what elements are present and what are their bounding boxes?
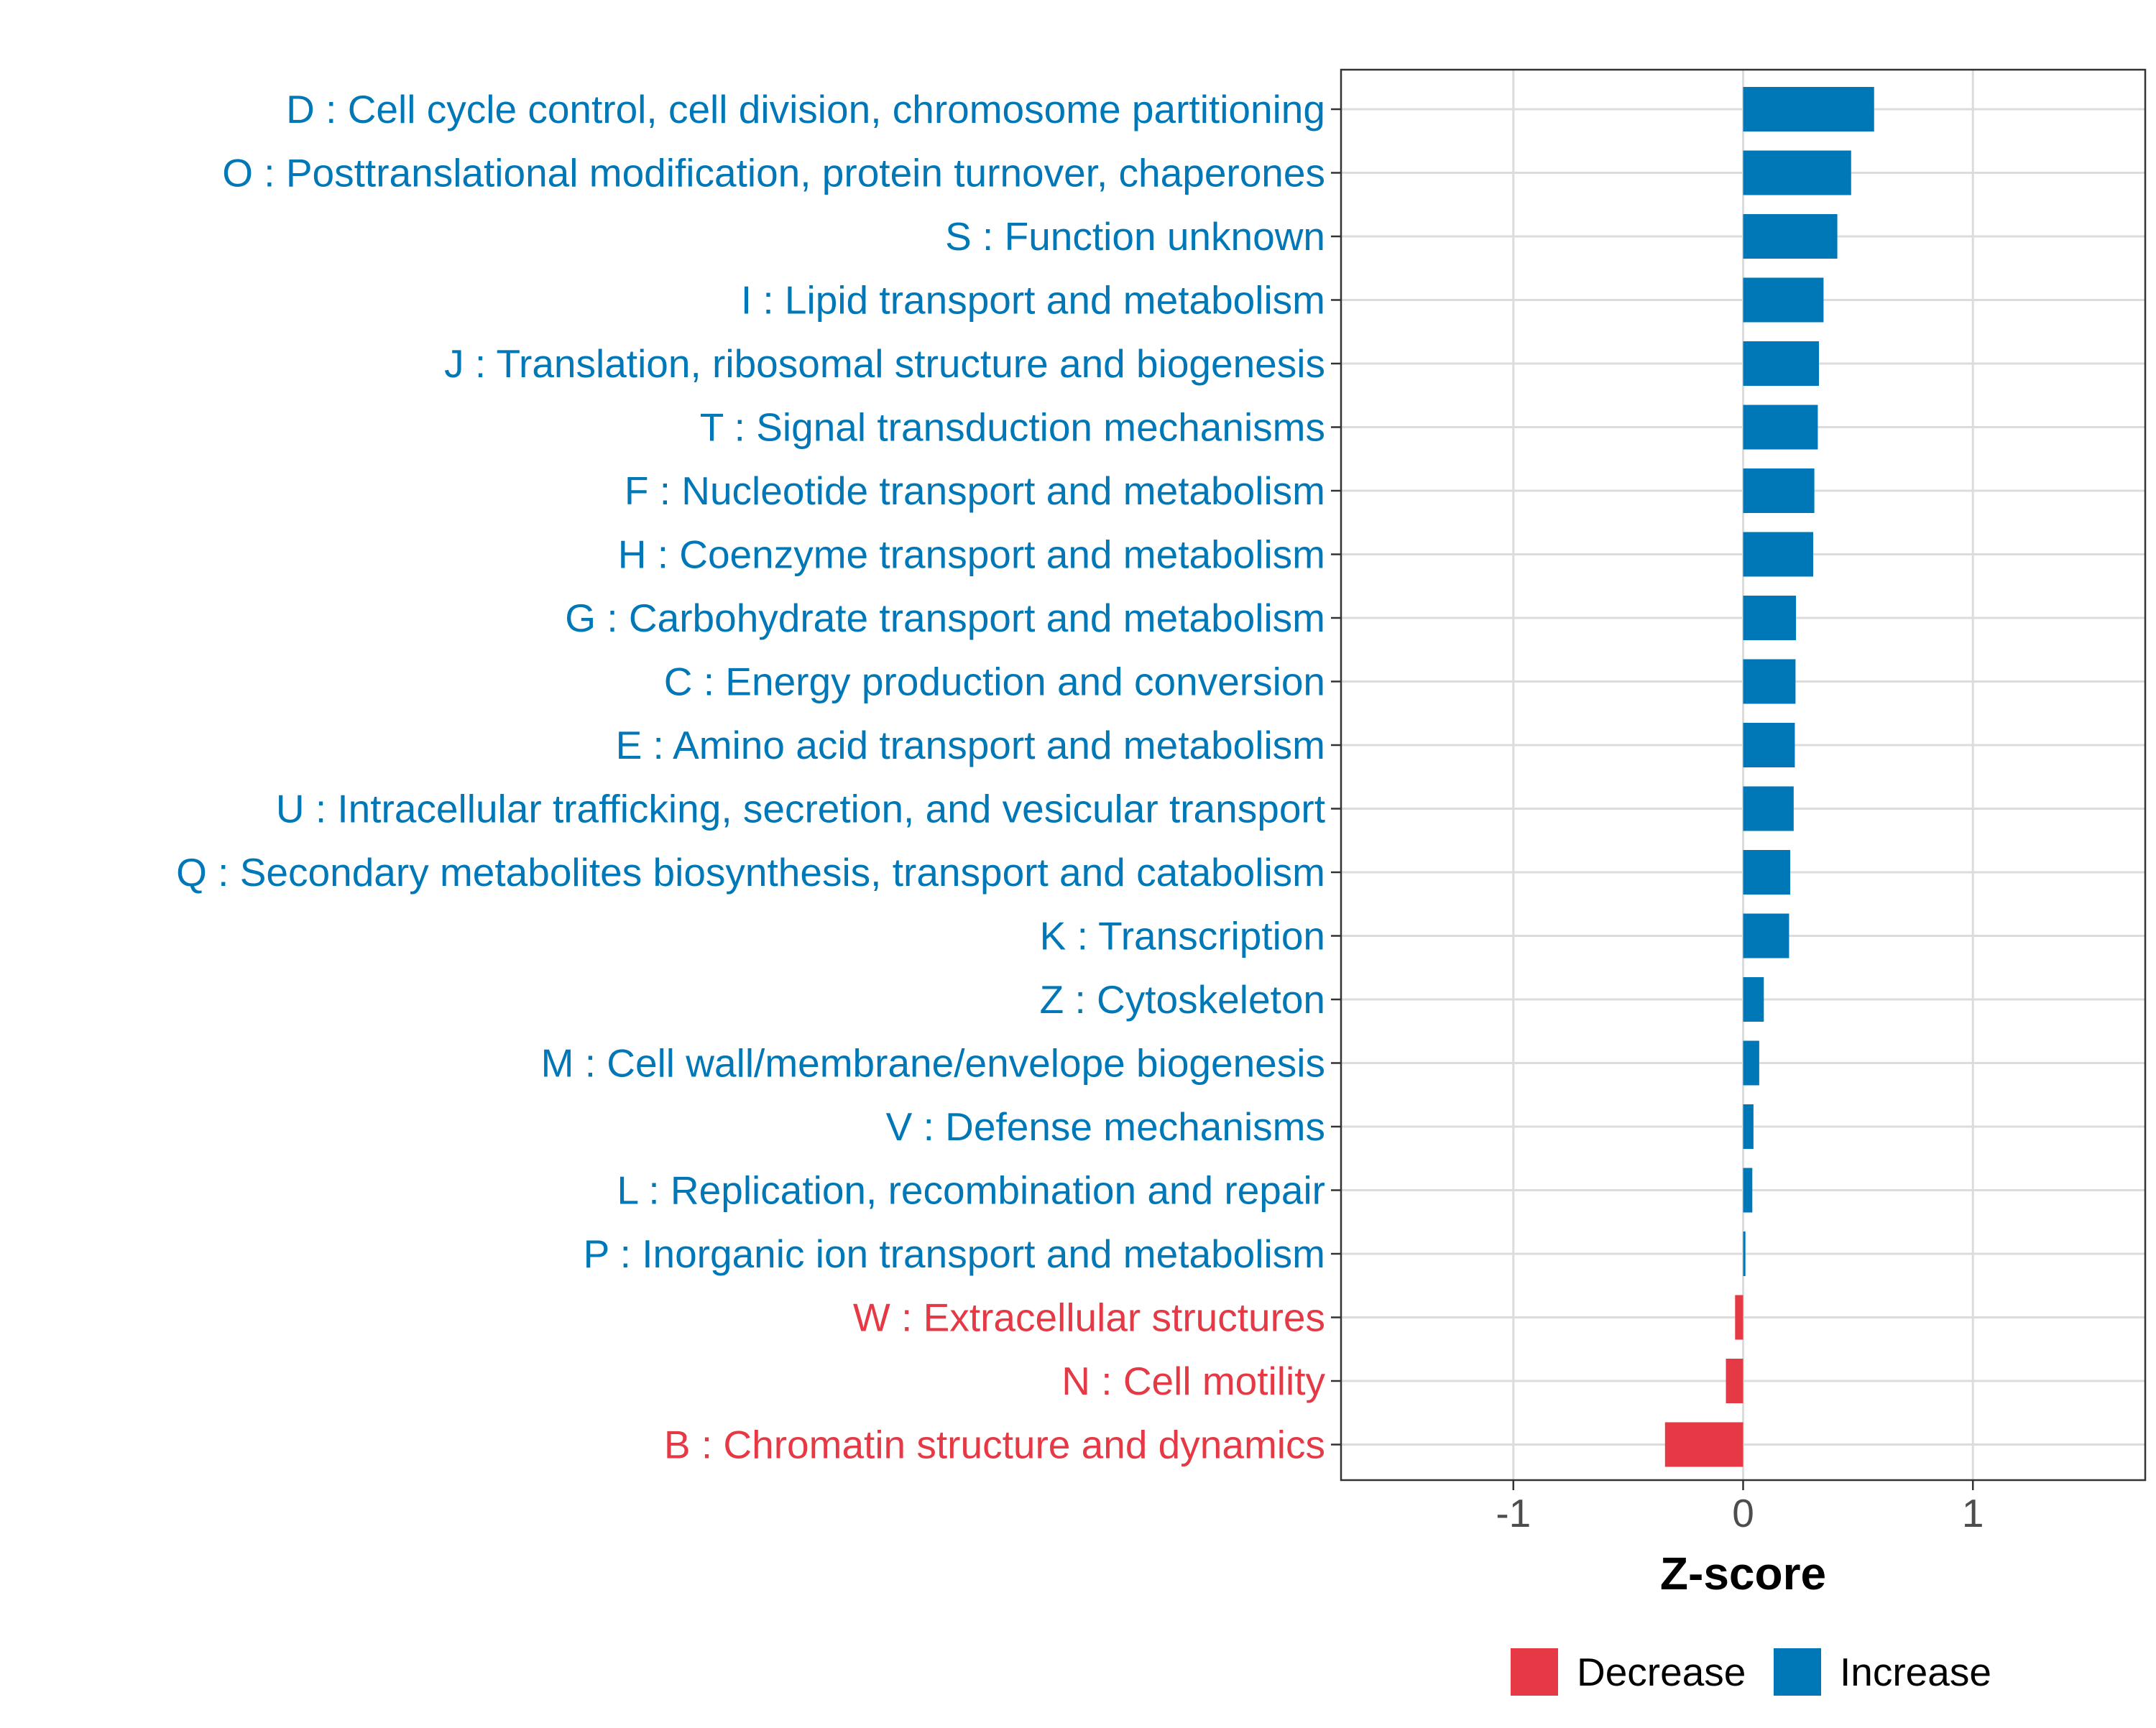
bar-j: [1743, 341, 1820, 386]
bar-n: [1726, 1359, 1743, 1403]
bar-h: [1743, 532, 1814, 577]
category-label: D : Cell cycle control, cell division, c…: [286, 87, 1325, 131]
category-label: K : Transcription: [1040, 914, 1325, 958]
bar-f: [1743, 468, 1815, 513]
bar-k: [1743, 913, 1789, 958]
legend-label-decrease: Decrease: [1577, 1650, 1746, 1694]
bar-u: [1743, 786, 1794, 831]
category-label: B : Chromatin structure and dynamics: [664, 1423, 1325, 1467]
bar-t: [1743, 405, 1818, 450]
legend-key-increase: [1774, 1648, 1821, 1696]
category-label: Z : Cytoskeleton: [1040, 977, 1325, 1022]
x-tick-label: -1: [1496, 1491, 1531, 1535]
legend-key-decrease: [1511, 1648, 1558, 1696]
legend: Decrease Increase: [1511, 1648, 1991, 1696]
category-label: I : Lipid transport and metabolism: [741, 278, 1325, 323]
x-axis-title: Z-score: [1660, 1548, 1826, 1599]
category-label: M : Cell wall/membrane/envelope biogenes…: [541, 1041, 1325, 1086]
category-label: S : Function unknown: [945, 214, 1325, 259]
bar-v: [1743, 1104, 1754, 1149]
category-label: J : Translation, ribosomal structure and…: [444, 341, 1325, 386]
bar-g: [1743, 596, 1797, 640]
y-axis-ticks: [1331, 108, 1341, 1446]
bar-w: [1735, 1295, 1743, 1340]
x-axis-ticks: -1 0 1: [1496, 1480, 1984, 1535]
category-label: W : Extracellular structures: [853, 1295, 1325, 1340]
category-label: O : Posttranslational modification, prot…: [222, 151, 1325, 195]
bar-m: [1743, 1040, 1759, 1086]
bar-l: [1743, 1168, 1753, 1213]
x-tick-label: 0: [1732, 1491, 1754, 1535]
bar-i: [1743, 277, 1824, 323]
bar-q: [1743, 850, 1791, 895]
category-label: V : Defense mechanisms: [886, 1104, 1325, 1149]
category-label: F : Nucleotide transport and metabolism: [625, 468, 1325, 513]
category-label: C : Energy production and conversion: [664, 660, 1325, 704]
category-label: E : Amino acid transport and metabolism: [616, 723, 1325, 767]
category-label: L : Replication, recombination and repai…: [617, 1168, 1325, 1213]
category-label: U : Intracellular trafficking, secretion…: [276, 787, 1325, 831]
bars: [1664, 87, 1874, 1467]
bar-s: [1743, 214, 1838, 259]
category-label: T : Signal transduction mechanisms: [700, 405, 1325, 450]
legend-label-increase: Increase: [1840, 1650, 1991, 1694]
category-label: N : Cell motility: [1061, 1359, 1325, 1403]
category-label: P : Inorganic ion transport and metaboli…: [584, 1232, 1325, 1276]
category-labels: D : Cell cycle control, cell division, c…: [176, 87, 1325, 1467]
category-label: Q : Secondary metabolites biosynthesis, …: [176, 850, 1325, 895]
category-label: G : Carbohydrate transport and metabolis…: [565, 596, 1325, 640]
bar-e: [1743, 723, 1795, 767]
bar-d: [1743, 87, 1874, 131]
bar-c: [1743, 659, 1796, 704]
bar-o: [1743, 150, 1851, 195]
x-tick-label: 1: [1962, 1491, 1984, 1535]
bar-p: [1743, 1232, 1746, 1276]
bar-b: [1664, 1422, 1743, 1467]
category-label: H : Coenzyme transport and metabolism: [618, 532, 1325, 577]
bar-z: [1743, 977, 1764, 1022]
